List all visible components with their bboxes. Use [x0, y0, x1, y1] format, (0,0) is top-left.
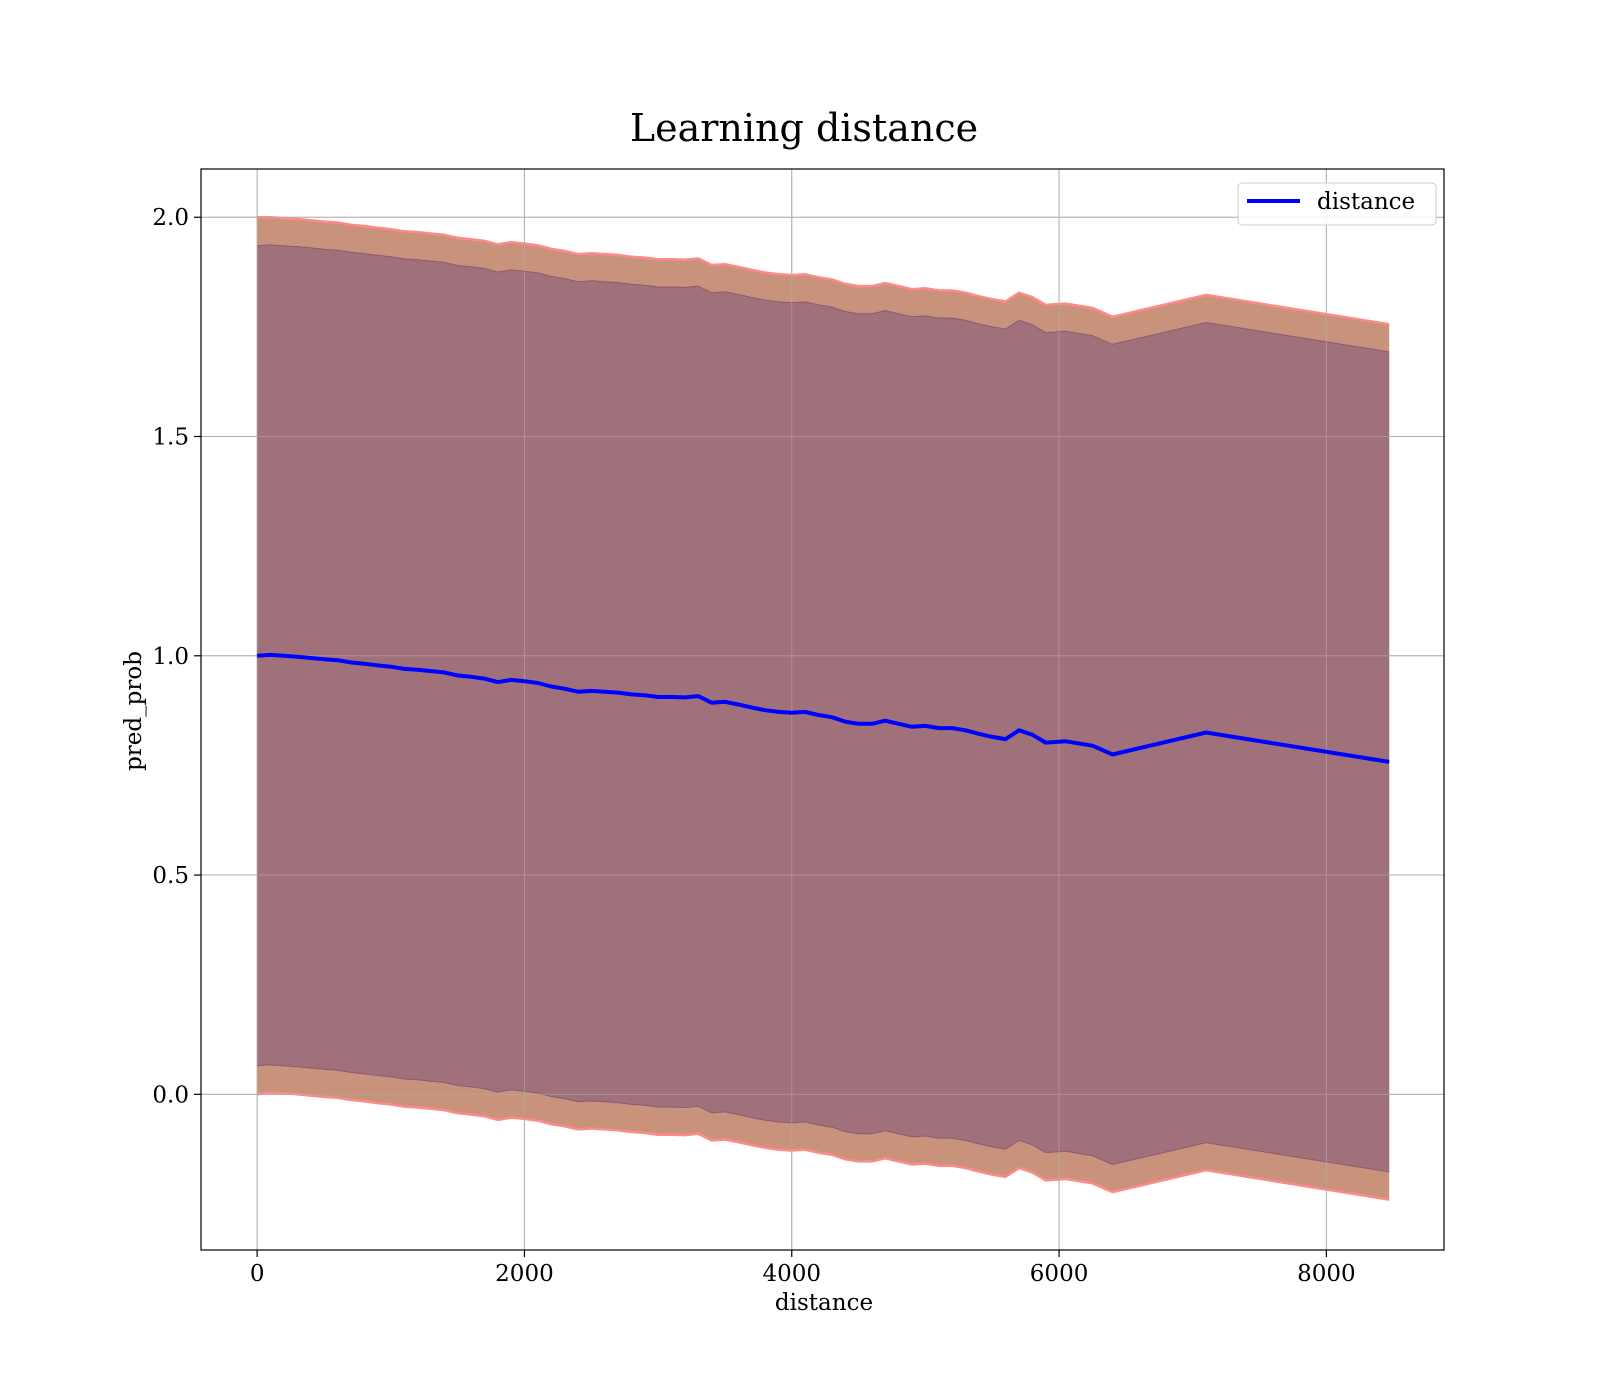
x-tick-label: 6000 — [1030, 1261, 1089, 1287]
outer-band-upper-edge — [257, 215, 1390, 326]
y-tick-label: 0.5 — [152, 863, 189, 889]
axes-frame — [200, 168, 1445, 1251]
x-tick-label: 4000 — [762, 1261, 821, 1287]
inner-band — [257, 244, 1390, 1172]
y-tick-label: 2.0 — [152, 205, 189, 231]
x-axis-label: distance — [775, 1290, 873, 1316]
chart-title: Learning distance — [630, 106, 978, 150]
y-tick-label: 1.0 — [152, 644, 189, 670]
plot-area — [201, 169, 1444, 1250]
axes: 0 2000 4000 6000 8000 0.0 0.5 1.0 1.5 2.0 — [152, 168, 1445, 1287]
y-tick-label: 1.5 — [152, 425, 189, 451]
inner-band-upper-edge — [257, 244, 1390, 353]
y-tick-label: 0.0 — [152, 1082, 189, 1108]
legend: distance — [1237, 182, 1437, 226]
x-tick-label: 8000 — [1297, 1261, 1356, 1287]
legend-box — [1237, 182, 1437, 226]
y-axis-label: pred_prob — [121, 651, 147, 771]
x-tick-label: 2000 — [495, 1261, 554, 1287]
series-line-distance — [256, 652, 1390, 764]
legend-label-distance: distance — [1317, 189, 1415, 215]
outer-band-lower-edge — [256, 1091, 1390, 1201]
inner-band-lower-edge — [257, 1064, 1390, 1173]
x-tick-label: 0 — [250, 1261, 265, 1287]
